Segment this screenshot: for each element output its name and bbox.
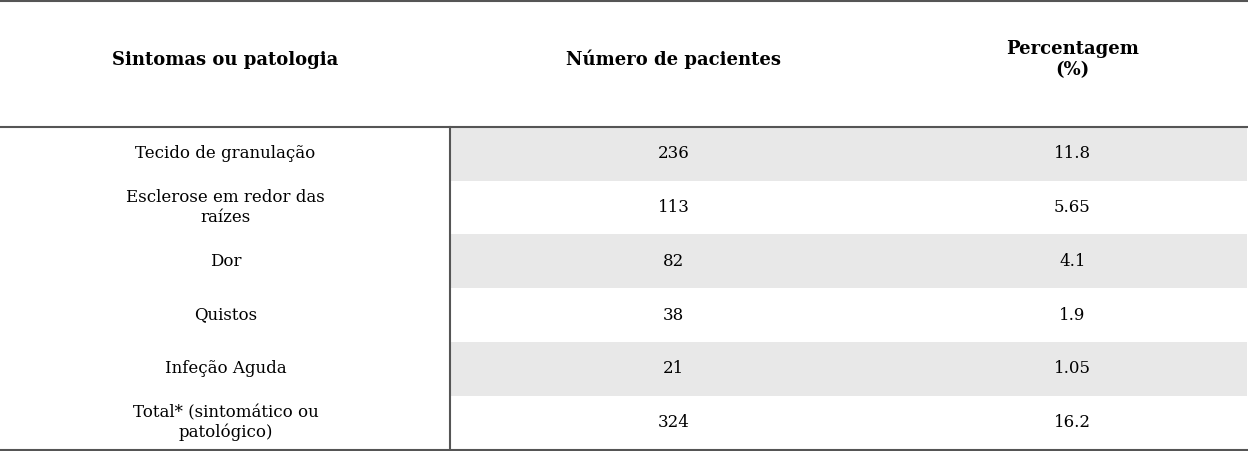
Text: 324: 324 — [658, 414, 690, 431]
Text: Sintomas ou patologia: Sintomas ou patologia — [112, 51, 338, 69]
Text: Infeção Aguda: Infeção Aguda — [165, 360, 286, 377]
Text: 82: 82 — [663, 253, 684, 270]
FancyBboxPatch shape — [449, 127, 1247, 181]
Text: 1.05: 1.05 — [1053, 360, 1091, 377]
FancyBboxPatch shape — [449, 342, 1247, 396]
Text: Quistos: Quistos — [193, 307, 257, 324]
Text: 38: 38 — [663, 307, 684, 324]
Text: 21: 21 — [663, 360, 684, 377]
Text: 5.65: 5.65 — [1053, 199, 1091, 216]
Text: 236: 236 — [658, 145, 690, 162]
Text: 4.1: 4.1 — [1060, 253, 1086, 270]
Text: Total* (sintomático ou
patológico): Total* (sintomático ou patológico) — [132, 404, 318, 442]
FancyBboxPatch shape — [449, 235, 1247, 288]
Text: Número de pacientes: Número de pacientes — [567, 50, 781, 69]
Text: Dor: Dor — [210, 253, 241, 270]
Text: Percentagem
(%): Percentagem (%) — [1006, 40, 1138, 79]
Text: 16.2: 16.2 — [1053, 414, 1091, 431]
Text: Tecido de granulação: Tecido de granulação — [135, 145, 316, 162]
Text: Esclerose em redor das
raízes: Esclerose em redor das raízes — [126, 189, 324, 226]
Text: 11.8: 11.8 — [1053, 145, 1091, 162]
Text: 1.9: 1.9 — [1060, 307, 1086, 324]
Text: 113: 113 — [658, 199, 690, 216]
